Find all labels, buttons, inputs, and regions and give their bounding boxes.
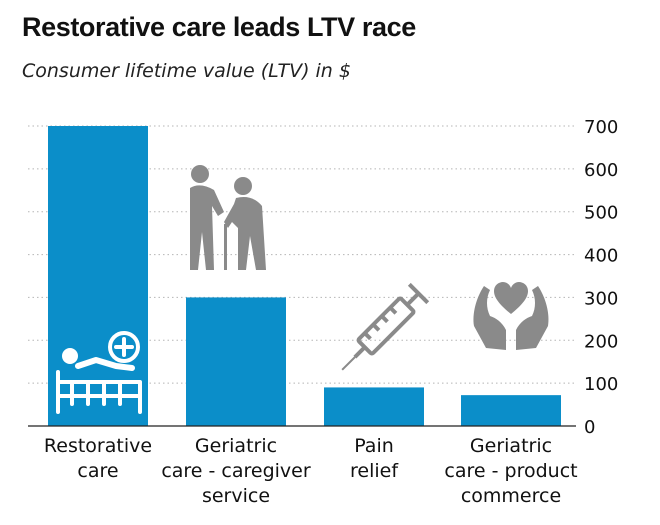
bar [186, 297, 286, 426]
bar [461, 395, 561, 426]
y-tick-label: 0 [584, 417, 595, 438]
elderly-couple-icon [190, 165, 266, 270]
x-category-label: Pain relief [349, 435, 399, 482]
caring-hands-heart-icon [473, 282, 549, 350]
y-tick-label: 600 [584, 160, 618, 181]
y-tick-label: 100 [584, 374, 618, 395]
x-category-label: Restorative care [43, 435, 153, 482]
syringe-icon [341, 282, 430, 371]
chart-title: Restorative care leads LTV race [22, 12, 416, 42]
chart-subtitle: Consumer lifetime value (LTV) in $ [22, 60, 351, 82]
y-tick-label: 300 [584, 288, 618, 309]
x-category-label: Geriatric care - product commerce [444, 435, 578, 507]
y-tick-label: 200 [584, 331, 618, 352]
bar [48, 126, 148, 426]
x-category-label: Geriatric care - caregiver service [161, 435, 311, 507]
y-tick-label: 500 [584, 203, 618, 224]
hospital-bed-icon [56, 331, 142, 414]
y-tick-label: 400 [584, 246, 618, 267]
bar [324, 387, 424, 426]
y-tick-label: 700 [584, 117, 618, 138]
